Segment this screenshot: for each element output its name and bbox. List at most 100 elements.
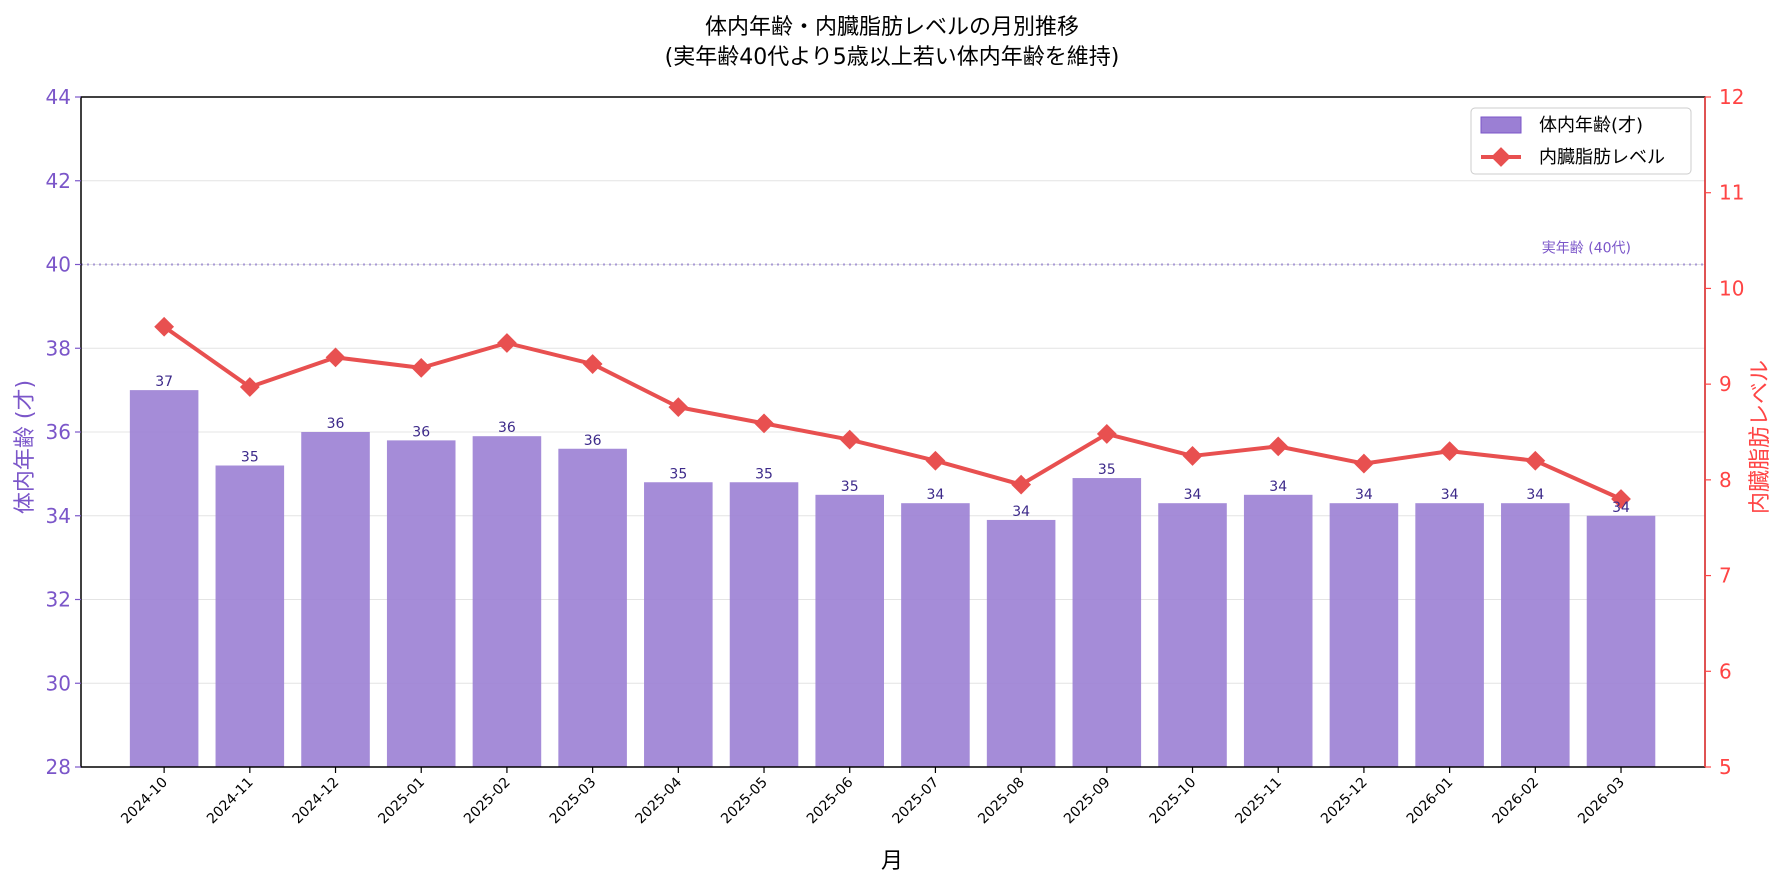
bar-data-label: 36 (584, 433, 602, 449)
y-tick-label-left: 38 (46, 336, 71, 360)
x-tick-label: 2025-08 (975, 775, 1028, 828)
bar (558, 448, 627, 767)
line-marker (839, 429, 860, 450)
line-marker (754, 413, 774, 434)
reference-line-label: 実年齢 (40代) (1542, 241, 1631, 257)
y-tick-label-right: 12 (1719, 85, 1744, 109)
x-tick-label: 2025-07 (890, 775, 943, 828)
bar (386, 440, 456, 767)
line-marker (1011, 474, 1032, 495)
x-tick-label: 2025-04 (632, 774, 685, 827)
y-tick-label-right: 11 (1719, 181, 1744, 205)
bar-series (129, 390, 1656, 767)
line-marker (497, 333, 517, 353)
bar (301, 432, 370, 767)
line-marker (154, 316, 175, 337)
x-tick-label: 2025-06 (804, 774, 857, 827)
x-tick-label: 2025-02 (461, 775, 514, 828)
bar-data-label: 34 (1184, 487, 1202, 503)
bar (644, 482, 713, 767)
line-marker (1439, 441, 1460, 462)
bar (1243, 494, 1313, 767)
bar (1072, 478, 1142, 767)
legend: 体内年齢(才) 内臓脂肪レベル (1470, 107, 1692, 175)
legend-bar-swatch (1480, 116, 1522, 134)
line-marker (925, 450, 946, 471)
legend-label-visceral-fat: 内臓脂肪レベル (1539, 147, 1665, 168)
bar-data-label: 35 (241, 450, 259, 466)
line-marker (668, 397, 689, 418)
y-tick-label-right: 10 (1719, 276, 1744, 300)
line-marker (1354, 453, 1374, 474)
y-axis-label-right: 内臓脂肪レベル (1748, 360, 1773, 514)
line-marker (325, 347, 346, 368)
x-tick-label: 2024-12 (290, 775, 343, 828)
line-marker (1182, 446, 1203, 466)
y-tick-label-right: 8 (1719, 468, 1732, 492)
bar-data-label: 34 (1526, 487, 1544, 503)
y-tick-label-right: 5 (1719, 755, 1732, 779)
chart-title-line2: (実年齢40代より5歳以上若い体内年齢を維持) (665, 45, 1120, 70)
y-tick-label-left: 40 (46, 253, 71, 277)
y-tick-label-right: 9 (1719, 372, 1732, 396)
bar-data-label: 34 (1269, 479, 1287, 495)
line-marker (239, 377, 260, 397)
x-tick-label: 2026-02 (1489, 775, 1542, 828)
x-tick-label: 2026-01 (1404, 775, 1457, 828)
line-marker (1268, 436, 1289, 457)
line-marker (1096, 424, 1117, 444)
y-tick-label-left: 32 (46, 588, 71, 612)
y-tick-label-left: 42 (46, 169, 71, 193)
bar-data-labels: 37 35 36 36 36 36 35 35 35 34 34 35 34 34 34 34 34 34 (155, 374, 1630, 520)
line-marker (411, 357, 432, 378)
bar-data-label: 35 (841, 479, 859, 495)
bar-data-label: 34 (1612, 500, 1630, 516)
bar-data-label: 34 (927, 487, 945, 503)
bar (129, 390, 199, 767)
bar-data-label: 36 (412, 424, 430, 440)
bar-data-label: 36 (498, 420, 516, 436)
bar-data-label: 35 (669, 466, 687, 482)
bar-data-label: 34 (1441, 487, 1459, 503)
x-tick-label: 2025-10 (1147, 775, 1200, 828)
bar (472, 436, 542, 767)
bar-data-label: 37 (155, 374, 173, 390)
bar (901, 503, 970, 767)
bar (1158, 503, 1227, 767)
x-tick-label: 2024-10 (118, 775, 171, 828)
x-tick-label: 2025-03 (547, 775, 600, 828)
bar (215, 465, 285, 767)
y-tick-label-right: 7 (1719, 564, 1732, 588)
x-tick-label: 2025-12 (1318, 775, 1371, 828)
x-tick-label: 2024-11 (204, 775, 257, 828)
y-tick-label-left: 28 (46, 755, 71, 779)
line-marker (1525, 450, 1546, 471)
bar (1329, 503, 1399, 767)
x-tick-label: 2025-11 (1232, 775, 1285, 828)
legend-line-marker (1491, 147, 1511, 167)
y-tick-label-left: 36 (46, 420, 71, 444)
bar-data-label: 34 (1355, 487, 1373, 503)
bar-data-label: 35 (755, 466, 773, 482)
y-tick-label-right: 6 (1719, 659, 1732, 683)
x-tick-label: 2025-05 (718, 775, 771, 828)
y-tick-label-left: 44 (46, 85, 71, 109)
bar (729, 482, 799, 767)
legend-frame (1470, 107, 1692, 175)
bar-data-label: 35 (1098, 462, 1116, 478)
y-tick-label-left: 34 (46, 504, 71, 528)
y-axis-label-left: 体内年齢 (才) (13, 380, 38, 514)
reference-line-group: 実年齢 (40代) (81, 241, 1705, 266)
bar (1415, 503, 1484, 767)
x-tick-label: 2025-01 (375, 775, 428, 828)
x-tick-label: 2025-09 (1061, 775, 1114, 828)
y-tick-label-left: 30 (46, 671, 71, 695)
chart-title-line1: 体内年齢・内臓脂肪レベルの月別推移 (705, 15, 1079, 40)
legend-label-body-age: 体内年齢(才) (1539, 115, 1643, 136)
line-marker (582, 354, 603, 374)
bar-data-label: 34 (1012, 504, 1030, 520)
line-series (154, 316, 1631, 509)
bar-data-label: 36 (327, 416, 345, 432)
bar (815, 494, 885, 767)
